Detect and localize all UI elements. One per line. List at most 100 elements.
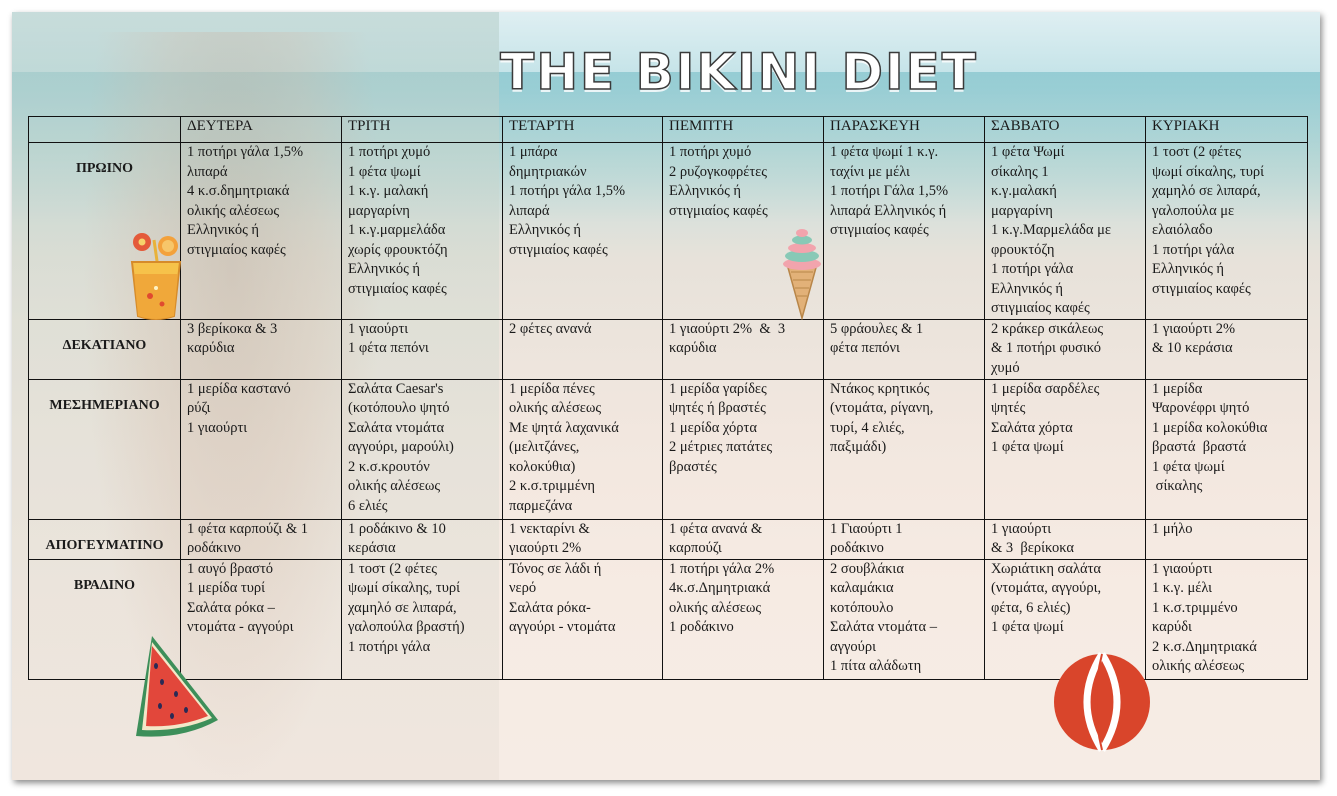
menu-item-line: φέτα, 6 ελιές) (991, 599, 1071, 616)
menu-item-line: 2 σουβλάκια (830, 560, 904, 577)
menu-item-line: 1 πίτα αλάδωτη (830, 658, 922, 674)
menu-item-line: ολικής αλέσεως (669, 599, 762, 616)
day-header: ΚΥΡΙΑΚΗ (1145, 116, 1308, 143)
menu-item-line: 1 ποτήρι γάλα (1152, 241, 1235, 258)
corner-cell (28, 116, 181, 143)
day-header: ΠΑΡΑΣΚΕΥΗ (823, 116, 985, 143)
diet-poster: THE BIKINI DIET ΔΕΥΤΕΡΑ ΤΡΙΤΗ ΤΕΤΑΡΤΗ ΠΕ… (12, 12, 1320, 780)
menu-item-line: 1 ποτήρι χυμό (348, 144, 431, 160)
menu-item-line: φέτα πεπόνι (830, 340, 900, 356)
menu-item-line: 1 ποτήρι γάλα (348, 638, 431, 655)
menu-item-line: φρουκτόζη (991, 241, 1055, 258)
menu-cell: 1 φέτα ανανά & καρπούζι (662, 518, 824, 560)
menu-item-line: Ελληνικός ή (187, 222, 260, 238)
meal-row: ΠΡΩΙΝΟ 1 ποτήρι γάλα 1,5% λιπαρά 4 κ.σ.δημη… (28, 142, 1308, 320)
menu-item-line: Σαλάτα ρόκα- (509, 599, 591, 616)
menu-item-line: Ντάκος κρητικός (830, 380, 930, 397)
menu-cell: 1 γιαούρτι 1 φέτα πεπόνι (341, 318, 503, 380)
menu-item-line: 1 μερίδα σαρδέλες (991, 380, 1100, 397)
menu-item-line: ταχίνι με μέλι (830, 163, 910, 180)
menu-item-line: 1 μερίδα γαρίδες (669, 380, 767, 397)
menu-item-line: γαλοπούλα βραστή) (348, 619, 465, 635)
menu-cell: 1 τοστ (2 φέτες ψωμί σίκαλης, τυρί χαμηλό … (341, 558, 503, 680)
menu-item-line: 1 γιαούρτι (991, 520, 1052, 537)
menu-cell: 1 τοστ (2 φέτες ψωμί σίκαλης, τυρί χαμηλό … (1145, 142, 1308, 320)
menu-cell: 1 μερίδα καστανό ρύζι 1 γιαούρτι (180, 378, 342, 520)
diet-table: ΔΕΥΤΕΡΑ ΤΡΙΤΗ ΤΕΤΑΡΤΗ ΠΕΜΠΤΗ ΠΑΡΑΣΚΕΥΗ Σ… (28, 116, 1308, 680)
header-row: ΔΕΥΤΕΡΑ ΤΡΙΤΗ ΤΕΤΑΡΤΗ ΠΕΜΠΤΗ ΠΑΡΑΣΚΕΥΗ Σ… (28, 116, 1308, 143)
menu-item-line: 1 φέτα Ψωμί (991, 144, 1065, 160)
menu-item-line: καρύδια (669, 340, 717, 356)
menu-item-line: 1 κ.σ.τριμμένο (1152, 599, 1238, 616)
meal-row: ΑΠΟΓΕΥΜΑΤΙΝΟ 1 φέτα καρπούζι & 1 ροδάκινο 1… (28, 518, 1308, 560)
menu-item-line: στιγμιαίος καφές (509, 241, 608, 258)
menu-item-line: καρύδι (1152, 619, 1192, 635)
menu-item-line: κολοκύθια) (509, 458, 576, 475)
menu-item-line: 1 γιαούρτι (187, 419, 248, 436)
menu-cell: 1 Γιαούρτι 1 ροδάκινο (823, 518, 985, 560)
menu-item-line: 5 φράουλες & 1 (830, 320, 924, 337)
menu-cell: 1 γιαούρτι 1 κ.γ. μέλι 1 κ.σ.τριμμένο καρύδ… (1145, 558, 1308, 680)
menu-item-line: 1 ποτήρι γάλα 1,5% (187, 144, 304, 160)
menu-item-line: παρμεζάνα (509, 497, 573, 514)
menu-item-line: Σαλάτα χόρτα (991, 419, 1073, 436)
menu-item-line: 1 μερίδα τυρί (187, 580, 266, 596)
menu-item-line: γαλοπούλα με (1152, 202, 1235, 219)
menu-cell: 1 μερίδα γαρίδες ψητές ή βραστές 1 μερίδα … (662, 378, 824, 520)
menu-item-line: γιαούρτι 2% (509, 540, 582, 556)
menu-item-line: ντομάτα - αγγούρι (187, 619, 294, 635)
menu-item-line: 1 ροδάκινο (669, 619, 734, 635)
menu-item-line: στιγμιαίος καφές (187, 241, 286, 258)
menu-item-line: 4 κ.σ.δημητριακά (187, 183, 290, 199)
menu-item-line: χωρίς φρουκτόζη (348, 241, 448, 258)
menu-item-line: 1 κ.γ.Μαρμελάδα με (991, 222, 1111, 238)
menu-item-line: ολικής αλέσεως (1152, 658, 1245, 674)
menu-item-line: Ελληνικός ή (669, 183, 742, 199)
menu-item-line: σίκαλης (1152, 478, 1203, 494)
menu-item-line: Ελληνικός ή (1152, 261, 1225, 277)
menu-item-line: στιγμιαίος καφές (669, 202, 768, 219)
menu-item-line: μαργαρίνη (991, 202, 1053, 219)
menu-item-line: Σαλάτα Caesar's (348, 380, 444, 397)
menu-item-line: 1 μπάρα (509, 144, 558, 160)
ice-cream-icon (783, 229, 821, 320)
menu-item-line: Χωριάτικη σαλάτα (991, 560, 1101, 577)
menu-item-line: Ελληνικός ή (348, 261, 421, 277)
menu-item-line: 1 γιαούρτι (1152, 560, 1213, 577)
menu-item-line: 1 κ.γ. μαλακή (348, 183, 429, 199)
menu-item-line: χαμηλό σε λιπαρά, (1152, 183, 1261, 199)
menu-cell: 1 αυγό βραστό 1 μερίδα τυρί Σαλάτα ρόκα – ν… (180, 558, 342, 680)
menu-item-line: 1 ποτήρι Γάλα 1,5% (830, 183, 949, 199)
menu-item-line: Με ψητά λαχανικά (509, 419, 619, 436)
menu-item-line: χυμό (991, 359, 1020, 376)
menu-item-line: λιπαρά (509, 202, 550, 219)
menu-item-line: ψωμί σίκαλης, τυρί (1152, 163, 1265, 180)
menu-item-line: 1 μερίδα πένες (509, 380, 595, 397)
menu-item-line: καλαμάκια (830, 580, 894, 596)
menu-item-line: (ντομάτα, αγγούρι, (991, 580, 1102, 596)
menu-item-line: στιγμιαίος καφές (991, 300, 1090, 316)
menu-item-line: ολικής αλέσεως (187, 202, 280, 219)
menu-item-line: 2 κ.σ.τριμμένη (509, 478, 595, 494)
menu-cell: 1 μήλο (1145, 518, 1308, 560)
cocktail-icon (130, 233, 182, 320)
menu-item-line: τυρί, 4 ελιές, (830, 419, 905, 436)
menu-cell: 1 φέτα καρπούζι & 1 ροδάκινο (180, 518, 342, 560)
menu-item-line: 1 νεκταρίνι & (509, 520, 590, 537)
menu-cell: 1 ποτήρι γάλα 2% 4κ.σ.Δημητριακά ολικής αλ… (662, 558, 824, 680)
menu-cell: Ντάκος κρητικός (ντομάτα, ρίγανη, τυρί, 4 … (823, 378, 985, 520)
menu-cell: 5 φράουλες & 1 φέτα πεπόνι (823, 318, 985, 380)
menu-item-line: 1 τοστ (2 φέτες (348, 560, 438, 577)
menu-cell: 1 γιαούρτι 2% & 3 καρύδια (662, 318, 824, 380)
menu-item-line: ψητές (991, 400, 1026, 416)
menu-cell: Σαλάτα Caesar's (κοτόπουλο ψητό Σαλάτα ντο… (341, 378, 503, 520)
menu-cell: 1 ποτήρι χυμό 2 ρυζογκοφρέτες Ελληνικός ή σ… (662, 142, 824, 320)
menu-item-line: 2 φέτες ανανά (509, 320, 592, 337)
menu-item-line: 1 φέτα ψωμί 1 κ.γ. (830, 144, 939, 160)
menu-cell: 1 ποτήρι χυμό 1 φέτα ψωμί 1 κ.γ. μαλακή μαρ… (341, 142, 503, 320)
menu-cell: 1 μπάρα δημητριακών 1 ποτήρι γάλα 1,5% λιπα… (502, 142, 663, 320)
menu-item-line: κεράσια (348, 540, 396, 556)
menu-cell: 1 φέτα Ψωμί σίκαλης 1 κ.γ.μαλακή μαργαρίνη 1… (984, 142, 1146, 320)
day-header: ΣΑΒΒΑΤΟ (984, 116, 1146, 143)
menu-item-line: Ψαρονέφρι ψητό (1152, 400, 1250, 416)
